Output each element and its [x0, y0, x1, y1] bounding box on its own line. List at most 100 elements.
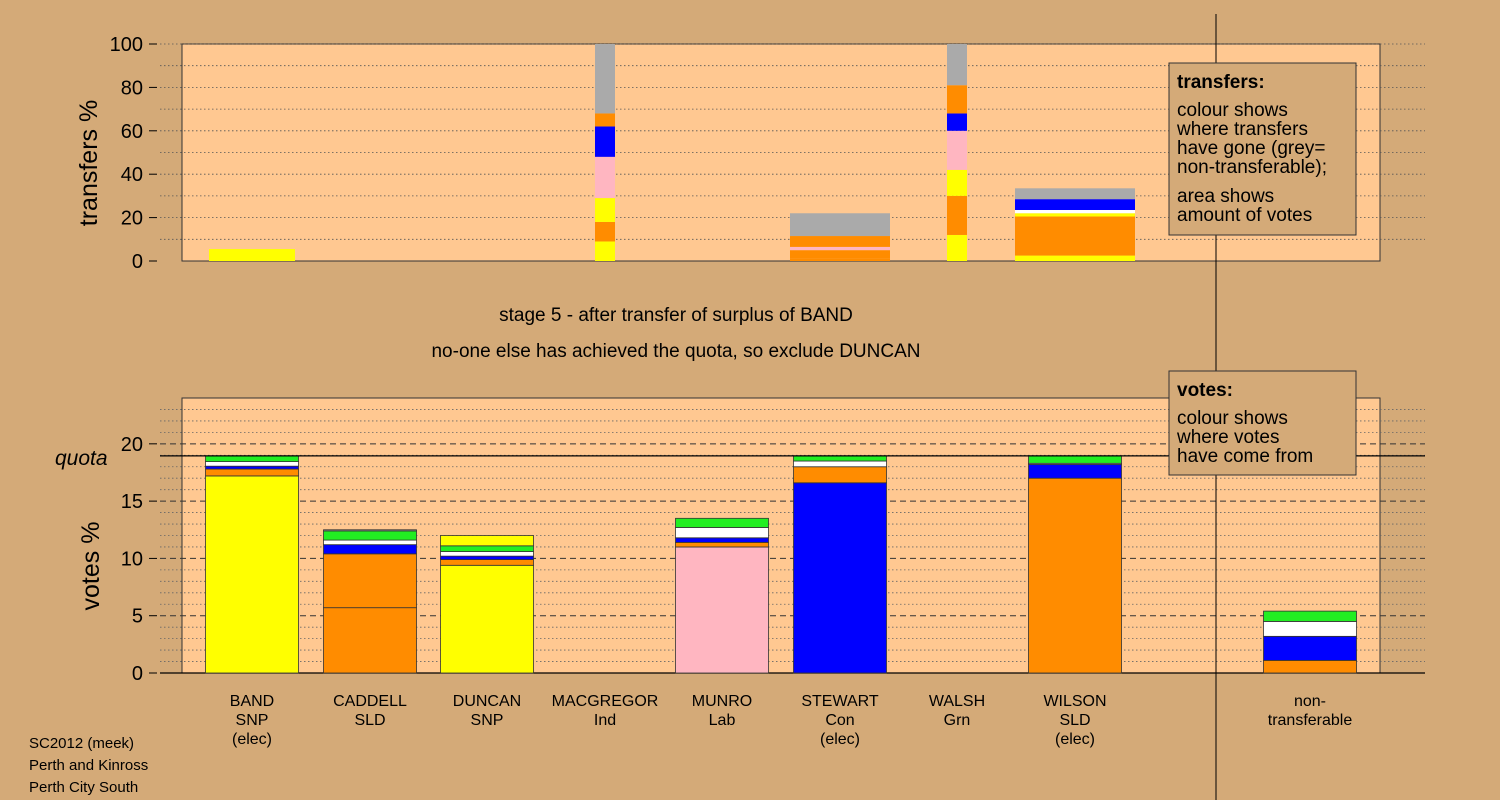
vote-segment — [440, 551, 534, 557]
transfers-legend-line: amount of votes — [1177, 205, 1312, 226]
y-tick-label: 5 — [132, 606, 143, 628]
candidate-label: (elec) — [1055, 731, 1095, 748]
y-tick-label: 15 — [121, 491, 143, 513]
vote-segment — [1028, 464, 1122, 479]
quota-label: quota — [55, 447, 108, 470]
transfer-segment — [595, 221, 615, 242]
candidate-label: BAND — [230, 693, 274, 710]
candidate-label: non- — [1294, 693, 1326, 710]
candidate-label: SLD — [354, 712, 385, 729]
votes-bars — [205, 455, 1357, 674]
transfers-y-ticks: 0 20 40 60 80 100 — [110, 34, 157, 273]
vote-segment — [205, 475, 299, 674]
vote-segment — [675, 517, 769, 528]
candidate-label: SNP — [471, 712, 504, 729]
vote-segment — [440, 535, 534, 547]
transfer-segment — [790, 213, 890, 237]
candidate-label: SNP — [236, 712, 269, 729]
transfer-segment — [595, 156, 615, 199]
transfer-segment — [595, 198, 615, 222]
candidate-label: WILSON — [1043, 693, 1106, 710]
votes-legend-line: colour shows — [1177, 408, 1288, 429]
vote-segment — [323, 607, 417, 674]
y-tick-label: 40 — [121, 164, 143, 186]
transfer-segment — [947, 44, 967, 86]
vote-segment — [205, 455, 299, 462]
y-tick-label: 20 — [121, 208, 143, 230]
candidate-label: (elec) — [820, 731, 860, 748]
vote-segment — [323, 553, 417, 609]
vote-segment — [1263, 621, 1357, 637]
transfers-legend-title: transfers: — [1177, 72, 1265, 93]
votes-y-ticks: 0 5 10 15 20 — [121, 434, 157, 685]
candidate-label: WALSH — [929, 693, 985, 710]
vote-segment — [675, 537, 769, 543]
transfer-segment — [947, 113, 967, 131]
vote-segment — [323, 539, 417, 546]
vote-segment — [675, 527, 769, 539]
transfer-segment — [790, 258, 890, 261]
vote-segment — [793, 460, 887, 468]
transfer-segment — [947, 130, 967, 170]
transfer-segment — [1015, 188, 1135, 200]
exclusion-caption: no-one else has achieved the quota, so e… — [431, 341, 920, 362]
vote-segment — [793, 466, 887, 484]
vote-segment — [675, 541, 769, 548]
y-tick-label: 10 — [121, 548, 143, 570]
vote-segment — [793, 455, 887, 462]
votes-panel: 0 5 10 15 20 votes % quota — [55, 397, 1425, 685]
candidate-label: Lab — [709, 712, 736, 729]
candidate-label: DUNCAN — [453, 693, 521, 710]
y-tick-label: 0 — [132, 251, 143, 273]
votes-legend-title: votes: — [1177, 380, 1233, 401]
candidate-label: Ind — [594, 712, 616, 729]
transfers-legend-line: area shows — [1177, 186, 1274, 207]
vote-segment — [440, 545, 534, 552]
transfers-legend-line: have gone (grey= — [1177, 138, 1325, 159]
votes-y-axis-label: votes % — [77, 522, 105, 611]
transfer-segment — [947, 234, 967, 261]
candidate-labels: BAND SNP (elec) CADDELL SLD DUNCAN SNP MACGREGO… — [230, 693, 1353, 748]
transfers-legend-line: non-transferable); — [1177, 157, 1327, 178]
transfer-segment — [947, 169, 967, 196]
y-tick-label: 60 — [121, 121, 143, 143]
transfer-segment — [595, 241, 615, 261]
transfers-y-axis-label: transfers % — [75, 100, 103, 226]
vote-segment — [205, 468, 299, 477]
vote-segment — [675, 546, 769, 674]
vote-segment — [205, 465, 299, 470]
transfer-segment — [1015, 213, 1135, 217]
transfer-segment — [1015, 210, 1135, 214]
votes-legend-box — [1168, 370, 1357, 476]
candidate-label: CADDELL — [333, 693, 407, 710]
vote-segment — [323, 529, 417, 532]
vote-segment — [1028, 455, 1122, 464]
transfer-segment — [790, 246, 890, 251]
candidate-label: SLD — [1059, 712, 1090, 729]
vote-segment — [1028, 477, 1122, 674]
transfer-segment — [1015, 216, 1135, 256]
transfer-segment — [595, 113, 615, 127]
y-tick-label: 20 — [121, 434, 143, 456]
votes-legend: votes: colour shows where votes have com… — [1168, 370, 1357, 476]
candidate-label: MUNRO — [692, 693, 752, 710]
vote-segment — [440, 564, 534, 674]
y-tick-label: 100 — [110, 34, 143, 56]
transfers-legend-line: colour shows — [1177, 100, 1288, 121]
candidate-label: transferable — [1268, 712, 1353, 729]
transfer-segment — [595, 126, 615, 157]
vote-segment — [323, 544, 417, 555]
transfers-bars — [209, 44, 1135, 261]
candidate-label: STEWART — [801, 693, 879, 710]
transfers-legend: transfers: colour shows where transfers … — [1168, 62, 1357, 236]
transfer-segment — [209, 249, 295, 261]
candidate-label: (elec) — [232, 731, 272, 748]
vote-segment — [1263, 659, 1357, 674]
vote-segment — [793, 482, 887, 674]
vote-segment — [205, 461, 299, 467]
vote-segment — [440, 555, 534, 560]
transfers-legend-box — [1168, 62, 1357, 236]
transfer-segment — [1015, 255, 1135, 261]
transfer-segment — [1015, 199, 1135, 211]
